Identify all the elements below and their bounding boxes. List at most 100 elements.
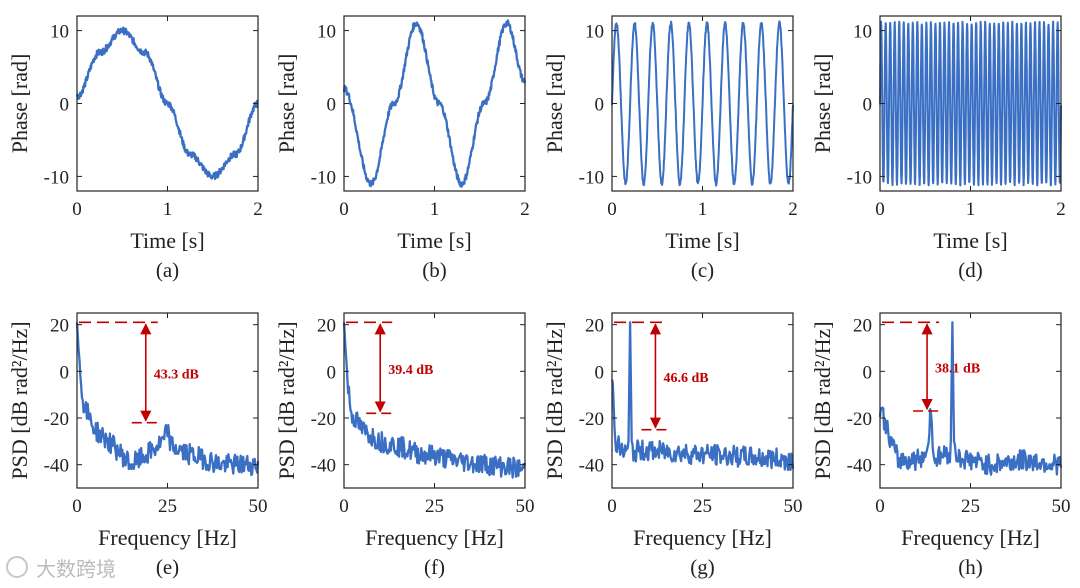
y-tick-label: 0 [863,362,873,383]
data-line [342,322,527,479]
x-tick-label: 1 [698,199,708,220]
panel-caption: (g) [690,555,715,579]
y-axis-label: PSD [dB rad²/Hz] [542,321,567,479]
y-tick-label: -20 [311,409,336,430]
data-line [610,321,795,472]
y-axis-label: Phase [rad] [7,54,32,154]
chart-panel-f: 0 25 50 20 0 -20 -40 Frequency [Hz] PSD [dB rad²… [274,312,535,579]
x-axis-label: Time [s] [397,228,471,253]
y-tick-label: -10 [579,167,604,188]
panel-caption: (c) [691,258,714,282]
x-tick-label: 1 [430,199,440,220]
x-tick-label: 50 [516,496,535,517]
panel-caption: (f) [424,555,445,579]
x-tick-label: 2 [788,199,798,220]
x-tick-label: 0 [72,496,82,517]
x-tick-label: 50 [1052,496,1071,517]
x-tick-label: 25 [425,496,444,517]
y-tick-label: 20 [317,316,336,337]
x-tick-label: 0 [72,199,82,220]
x-tick-label: 1 [163,199,173,220]
y-tick-label: 0 [863,95,873,116]
watermark: 大数跨境 [6,553,116,581]
y-tick-label: 0 [595,95,605,116]
x-axis-label: Frequency [Hz] [633,525,772,550]
y-tick-label: 10 [317,22,336,43]
x-tick-label: 2 [253,199,263,220]
y-axis-label: PSD [dB rad²/Hz] [274,321,299,479]
x-tick-label: 0 [339,496,349,517]
chart-panel-h: 0 25 50 20 0 -20 -40 Frequency [Hz] PSD [dB rad²… [810,312,1071,579]
db-label: 38.1 dB [935,362,980,377]
y-tick-label: 10 [853,22,872,43]
panel-caption: (h) [958,555,983,579]
y-tick-label: -20 [847,409,872,430]
y-tick-label: 10 [50,22,69,43]
watermark-text: 大数跨境 [36,556,116,581]
data-line [879,20,1062,187]
data-line [75,322,260,477]
x-axis-label: Frequency [Hz] [901,525,1040,550]
panel-caption: (b) [422,258,447,282]
x-tick-label: 0 [339,199,349,220]
data-line [878,321,1063,476]
y-tick-label: -40 [311,456,336,477]
y-axis-label: Phase [rad] [542,54,567,154]
y-tick-label: 20 [853,316,872,337]
panel-caption: (a) [156,258,179,282]
chart-panel-e: 0 25 50 20 0 -20 -40 Frequency [Hz] PSD [dB rad²… [7,312,268,579]
y-tick-label: -10 [311,167,336,188]
y-tick-label: -40 [44,456,69,477]
data-line [611,20,794,187]
y-tick-label: -40 [579,456,604,477]
data-line [342,19,527,188]
x-tick-label: 0 [875,199,885,220]
x-tick-label: 25 [158,496,177,517]
db-annotation: 38.1 dB [882,321,980,412]
x-tick-label: 0 [607,496,617,517]
db-label: 46.6 dB [663,371,708,386]
logo-badge-icon [6,556,28,578]
x-tick-label: 25 [693,496,712,517]
db-annotation: 46.6 dB [614,321,709,431]
x-tick-label: 2 [1056,199,1066,220]
y-axis-label: Phase [rad] [810,54,835,154]
y-tick-label: 20 [50,316,69,337]
panel-caption: (d) [958,258,983,282]
db-annotation: 43.3 dB [79,321,199,424]
chart-panel-g: 0 25 50 20 0 -20 -40 Frequency [Hz] PSD [dB rad²… [542,312,803,579]
y-tick-label: 0 [327,362,337,383]
y-tick-label: -20 [579,409,604,430]
x-axis-label: Time [s] [130,228,204,253]
x-tick-label: 2 [520,199,530,220]
x-tick-label: 1 [966,199,976,220]
x-tick-label: 0 [875,496,885,517]
y-axis-label: Phase [rad] [274,54,299,154]
y-tick-label: 0 [60,95,70,116]
y-axis-label: PSD [dB rad²/Hz] [7,321,32,479]
panel-caption: (e) [156,555,179,579]
data-line [75,26,259,181]
x-axis-label: Time [s] [933,228,1007,253]
y-tick-label: 20 [585,316,604,337]
db-label: 39.4 dB [388,363,433,378]
y-tick-label: 0 [595,362,605,383]
y-tick-label: 10 [585,22,604,43]
x-tick-label: 25 [961,496,980,517]
y-tick-label: 0 [327,95,337,116]
y-tick-label: 0 [60,362,70,383]
axes-frame [343,15,526,192]
y-tick-label: -40 [847,456,872,477]
x-axis-label: Time [s] [665,228,739,253]
db-annotation: 39.4 dB [346,321,433,415]
x-tick-label: 0 [607,199,617,220]
y-tick-label: -20 [44,409,69,430]
y-axis-label: PSD [dB rad²/Hz] [810,321,835,479]
x-tick-label: 50 [784,496,803,517]
